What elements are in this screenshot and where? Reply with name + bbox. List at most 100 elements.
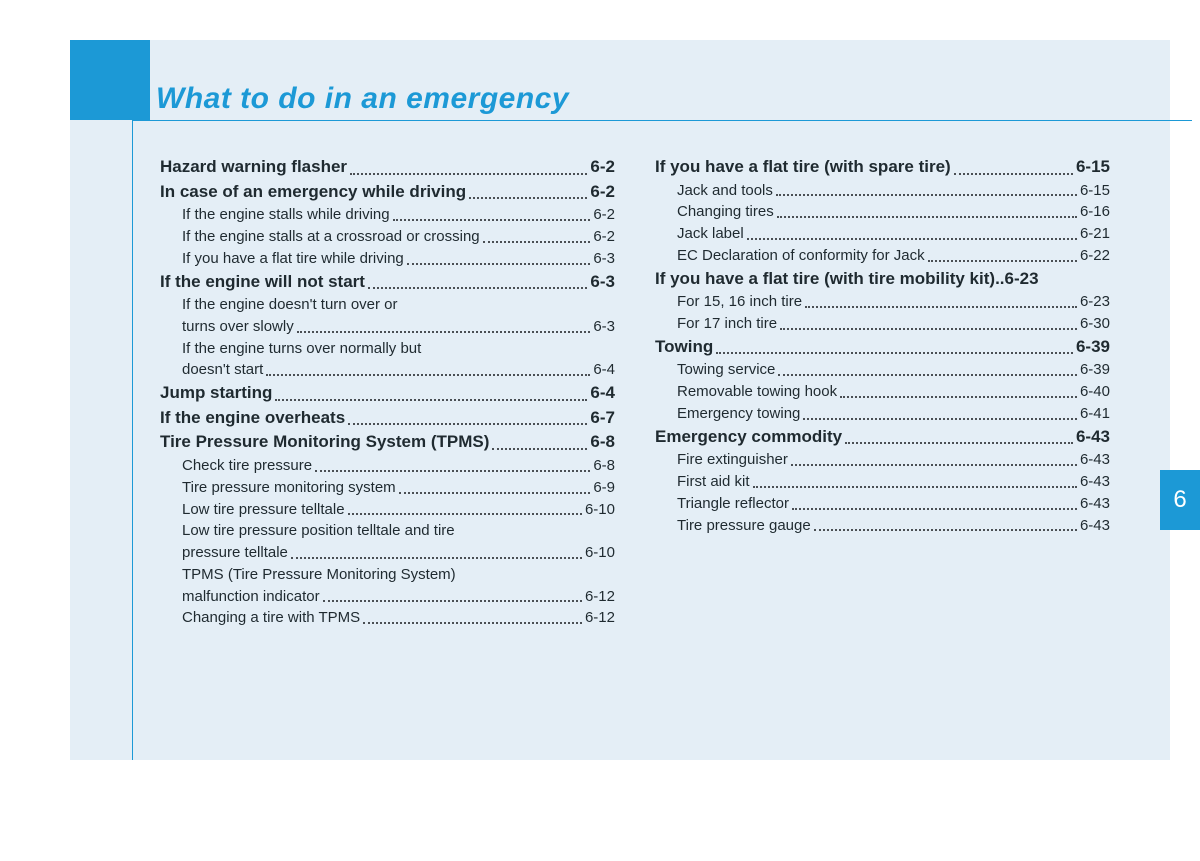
toc-entry: First aid kit6-43 bbox=[655, 471, 1110, 493]
toc-leader-dots bbox=[791, 464, 1077, 466]
toc-page: 6-10 bbox=[585, 542, 615, 564]
toc-page: ..6-23 bbox=[995, 267, 1038, 292]
chapter-tab: 6 bbox=[1160, 470, 1200, 530]
toc-label: If you have a flat tire (with tire mobil… bbox=[655, 267, 995, 292]
toc-entry: malfunction indicator 6-12 bbox=[160, 586, 615, 608]
toc-leader-dots bbox=[348, 513, 582, 515]
toc-page: 6-30 bbox=[1080, 313, 1110, 335]
toc-entry: Jack and tools 6-15 bbox=[655, 180, 1110, 202]
toc-leader-dots bbox=[792, 508, 1077, 510]
toc-label: Tire pressure monitoring system bbox=[182, 477, 396, 499]
toc-entry: Triangle reflector 6-43 bbox=[655, 493, 1110, 515]
toc-page: 6-2 bbox=[593, 204, 615, 226]
toc-leader-dots bbox=[323, 600, 582, 602]
toc-label: Tire pressure gauge bbox=[677, 515, 811, 537]
toc-page: 6-2 bbox=[590, 155, 615, 180]
toc-entry: Towing6-39 bbox=[655, 335, 1110, 360]
toc-leader-dots bbox=[399, 492, 591, 494]
toc-label: doesn't start bbox=[182, 359, 263, 381]
toc-leader-dots bbox=[266, 374, 590, 376]
toc-leader-dots bbox=[492, 448, 587, 450]
toc-label: If the engine will not start bbox=[160, 270, 365, 295]
toc-leader-dots bbox=[753, 486, 1077, 488]
toc-leader-dots bbox=[393, 219, 591, 221]
toc-leader-dots bbox=[469, 197, 587, 199]
toc-page: 6-16 bbox=[1080, 201, 1110, 223]
toc-entry: doesn't start 6-4 bbox=[160, 359, 615, 381]
toc-label: Emergency commodity bbox=[655, 425, 842, 450]
toc-label: Jack and tools bbox=[677, 180, 773, 202]
toc-entry: pressure telltale 6-10 bbox=[160, 542, 615, 564]
toc-leader-dots bbox=[297, 331, 591, 333]
toc-entry: Low tire pressure telltale 6-10 bbox=[160, 499, 615, 521]
toc-page: 6-3 bbox=[593, 316, 615, 338]
toc-entry: Towing service6-39 bbox=[655, 359, 1110, 381]
toc-entry: Tire pressure monitoring system 6-9 bbox=[160, 477, 615, 499]
toc-leader-dots bbox=[350, 173, 587, 175]
toc-leader-dots bbox=[348, 423, 587, 425]
toc-page: 6-43 bbox=[1076, 425, 1110, 450]
toc-entry: If the engine overheats6-7 bbox=[160, 406, 615, 431]
toc-page: 6-10 bbox=[585, 499, 615, 521]
toc-leader-dots bbox=[845, 442, 1073, 444]
toc-label: If you have a flat tire while driving bbox=[182, 248, 404, 270]
toc-leader-dots bbox=[780, 328, 1077, 330]
toc-label: In case of an emergency while driving bbox=[160, 180, 466, 205]
toc-continuation: If the engine turns over normally but bbox=[160, 338, 615, 360]
toc-continuation: If the engine doesn't turn over or bbox=[160, 294, 615, 316]
toc-label: Check tire pressure bbox=[182, 455, 312, 477]
toc-leader-dots bbox=[803, 418, 1077, 420]
toc-leader-dots bbox=[928, 260, 1077, 262]
toc-entry: turns over slowly 6-3 bbox=[160, 316, 615, 338]
toc-page: 6-21 bbox=[1080, 223, 1110, 245]
toc-page: 6-41 bbox=[1080, 403, 1110, 425]
toc-page: 6-4 bbox=[593, 359, 615, 381]
toc-page: 6-22 bbox=[1080, 245, 1110, 267]
toc-entry: For 17 inch tire6-30 bbox=[655, 313, 1110, 335]
toc-leader-dots bbox=[363, 622, 582, 624]
toc-entry: Tire Pressure Monitoring System (TPMS)6-… bbox=[160, 430, 615, 455]
toc-page: 6-4 bbox=[590, 381, 615, 406]
toc-label: Tire Pressure Monitoring System (TPMS) bbox=[160, 430, 489, 455]
corner-accent bbox=[70, 40, 150, 120]
toc-page: 6-23 bbox=[1080, 291, 1110, 313]
toc-leader-dots bbox=[814, 529, 1077, 531]
toc-entry: If you have a flat tire while driving 6-3 bbox=[160, 248, 615, 270]
toc-entry: EC Declaration of conformity for Jack6-2… bbox=[655, 245, 1110, 267]
toc-page: 6-12 bbox=[585, 607, 615, 629]
toc-entry: Emergency commodity 6-43 bbox=[655, 425, 1110, 450]
toc-leader-dots bbox=[716, 352, 1073, 354]
toc-label: turns over slowly bbox=[182, 316, 294, 338]
toc-label: Changing a tire with TPMS bbox=[182, 607, 360, 629]
toc-entry: Fire extinguisher6-43 bbox=[655, 449, 1110, 471]
toc-label: Changing tires bbox=[677, 201, 774, 223]
toc-page: 6-12 bbox=[585, 586, 615, 608]
toc-page: 6-2 bbox=[590, 180, 615, 205]
toc-page: 6-43 bbox=[1080, 471, 1110, 493]
toc-label: pressure telltale bbox=[182, 542, 288, 564]
toc-entry: If you have a flat tire (with spare tire… bbox=[655, 155, 1110, 180]
toc-entry: Removable towing hook6-40 bbox=[655, 381, 1110, 403]
toc-label: Triangle reflector bbox=[677, 493, 789, 515]
toc-label: Low tire pressure telltale bbox=[182, 499, 345, 521]
toc-label: malfunction indicator bbox=[182, 586, 320, 608]
toc-leader-dots bbox=[407, 263, 591, 265]
toc-leader-dots bbox=[368, 287, 587, 289]
toc-page: 6-9 bbox=[593, 477, 615, 499]
toc-page: 6-15 bbox=[1076, 155, 1110, 180]
toc-entry: If you have a flat tire (with tire mobil… bbox=[655, 267, 1110, 292]
toc-page: 6-15 bbox=[1080, 180, 1110, 202]
toc-page: 6-3 bbox=[593, 248, 615, 270]
toc-page: 6-43 bbox=[1080, 493, 1110, 515]
toc-page: 6-2 bbox=[593, 226, 615, 248]
toc-label: Hazard warning flasher bbox=[160, 155, 347, 180]
toc-entry: If the engine stalls while driving6-2 bbox=[160, 204, 615, 226]
toc-entry: Tire pressure gauge6-43 bbox=[655, 515, 1110, 537]
toc-column-right: If you have a flat tire (with spare tire… bbox=[655, 155, 1110, 629]
horizontal-rule bbox=[132, 120, 1192, 121]
toc-leader-dots bbox=[805, 306, 1077, 308]
toc-leader-dots bbox=[291, 557, 582, 559]
toc-leader-dots bbox=[776, 194, 1077, 196]
toc-label: Emergency towing bbox=[677, 403, 800, 425]
toc-leader-dots bbox=[483, 241, 591, 243]
